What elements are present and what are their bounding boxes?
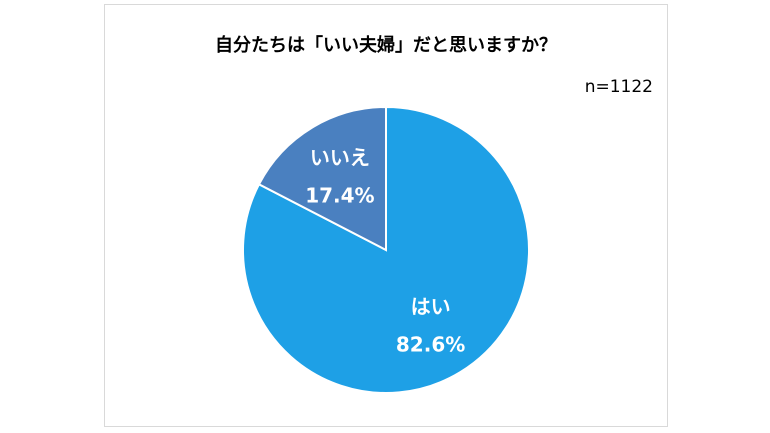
sample-size-label: n=1122 — [584, 77, 653, 97]
pie-chart: はい 82.6% いいえ 17.4% — [242, 105, 530, 394]
chart-title: 自分たちは「いい夫婦」だと思いますか？ — [215, 35, 557, 56]
slice-value-no: 17.4% — [305, 183, 374, 207]
slice-label-yes: はい — [411, 294, 451, 318]
pie-slice-yes — [242, 105, 530, 394]
slice-value-yes: 82.6% — [396, 332, 465, 356]
chart-frame: 自分たちは「いい夫婦」だと思いますか？ n=1122 はい 82.6% いいえ 17.… — [104, 4, 668, 427]
pie-slice-no — [257, 105, 387, 252]
slice-label-no: いいえ — [310, 145, 370, 169]
